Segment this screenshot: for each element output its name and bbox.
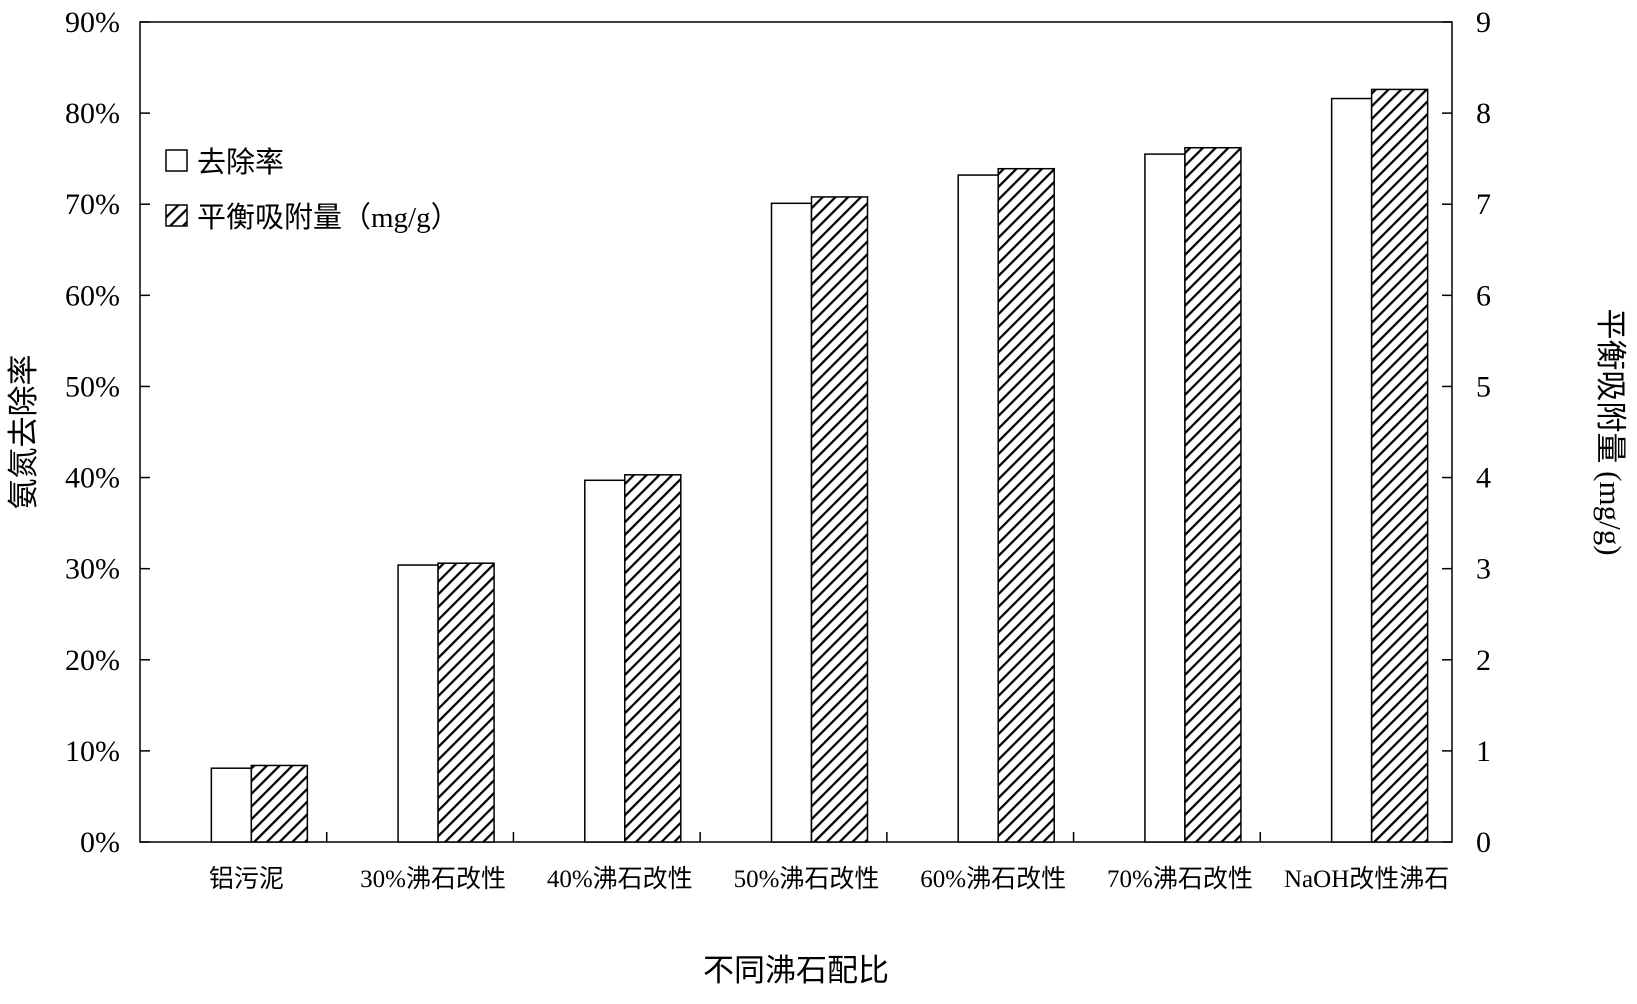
right-tick-label: 1	[1476, 735, 1491, 768]
left-tick-label: 10%	[65, 735, 120, 768]
bar-adsorption	[810, 196, 869, 843]
category-label: 40%沸石改性	[547, 865, 693, 893]
bar-adsorption	[250, 764, 309, 843]
left-tick-label: 90%	[65, 6, 120, 39]
y-axis-right-title: 平衡吸附量 (mg/g)	[1593, 308, 1628, 555]
right-tick-label: 9	[1476, 6, 1491, 39]
legend-swatch-adsorption	[165, 204, 188, 227]
bar-removal-rate	[1330, 97, 1373, 843]
left-tick-label: 60%	[65, 279, 120, 312]
x-axis-ticks	[325, 832, 1262, 842]
right-tick-label: 8	[1476, 97, 1491, 130]
left-tick-label: 40%	[65, 462, 120, 495]
x-axis-title: 不同沸石配比	[703, 953, 889, 988]
left-tick-label: 80%	[65, 97, 120, 130]
legend-label-removal-rate: 去除率	[197, 146, 284, 179]
right-tick-label: 3	[1476, 553, 1491, 586]
y-axis-left-title: 氨氮去除率	[6, 355, 41, 510]
left-tick-label: 0%	[80, 826, 120, 859]
left-tick-label: 20%	[65, 644, 120, 677]
bar-adsorption	[437, 562, 495, 843]
right-tick-label: 2	[1476, 644, 1491, 677]
bar-removal-rate	[397, 564, 439, 843]
category-label: 30%沸石改性	[360, 865, 506, 893]
bar-adsorption	[624, 474, 682, 843]
bar-removal-rate	[584, 479, 626, 843]
bar-removal-rate	[957, 174, 999, 843]
legend: 去除率 平衡吸附量（mg/g）	[165, 146, 460, 234]
bar-adsorption	[997, 167, 1055, 843]
right-tick-label: 7	[1476, 188, 1491, 221]
right-tick-label: 0	[1476, 826, 1491, 859]
category-labels: 铝污泥 30%沸石改性 40%沸石改性 50%沸石改性 60%沸石改性 70%沸石改性 Na…	[209, 865, 1449, 893]
bar-adsorption	[1184, 146, 1242, 843]
bar-removal-rate	[1144, 153, 1186, 843]
bar-removal-rate	[210, 767, 253, 843]
left-tick-label: 70%	[65, 188, 120, 221]
category-label: 60%沸石改性	[920, 865, 1066, 893]
right-axis-ticks: 0 1 2 3 4 5 6 7 8 9	[1442, 6, 1491, 859]
left-axis-ticks: 0% 10% 20% 30% 40% 50% 60% 70% 80% 90%	[65, 6, 150, 859]
category-label: 铝污泥	[209, 865, 284, 893]
category-label: 50%沸石改性	[734, 865, 880, 893]
right-tick-label: 4	[1476, 462, 1491, 495]
legend-label-adsorption: 平衡吸附量（mg/g）	[197, 201, 460, 234]
category-label: NaOH改性沸石	[1284, 865, 1449, 893]
right-tick-label: 6	[1476, 279, 1491, 312]
category-label: 70%沸石改性	[1107, 865, 1253, 893]
left-tick-label: 30%	[65, 553, 120, 586]
bars-group	[210, 88, 1429, 843]
bar-adsorption	[1370, 88, 1429, 843]
left-tick-label: 50%	[65, 370, 120, 403]
legend-swatch-removal-rate	[165, 149, 188, 172]
bar-removal-rate	[770, 202, 813, 843]
right-tick-label: 5	[1476, 370, 1491, 403]
